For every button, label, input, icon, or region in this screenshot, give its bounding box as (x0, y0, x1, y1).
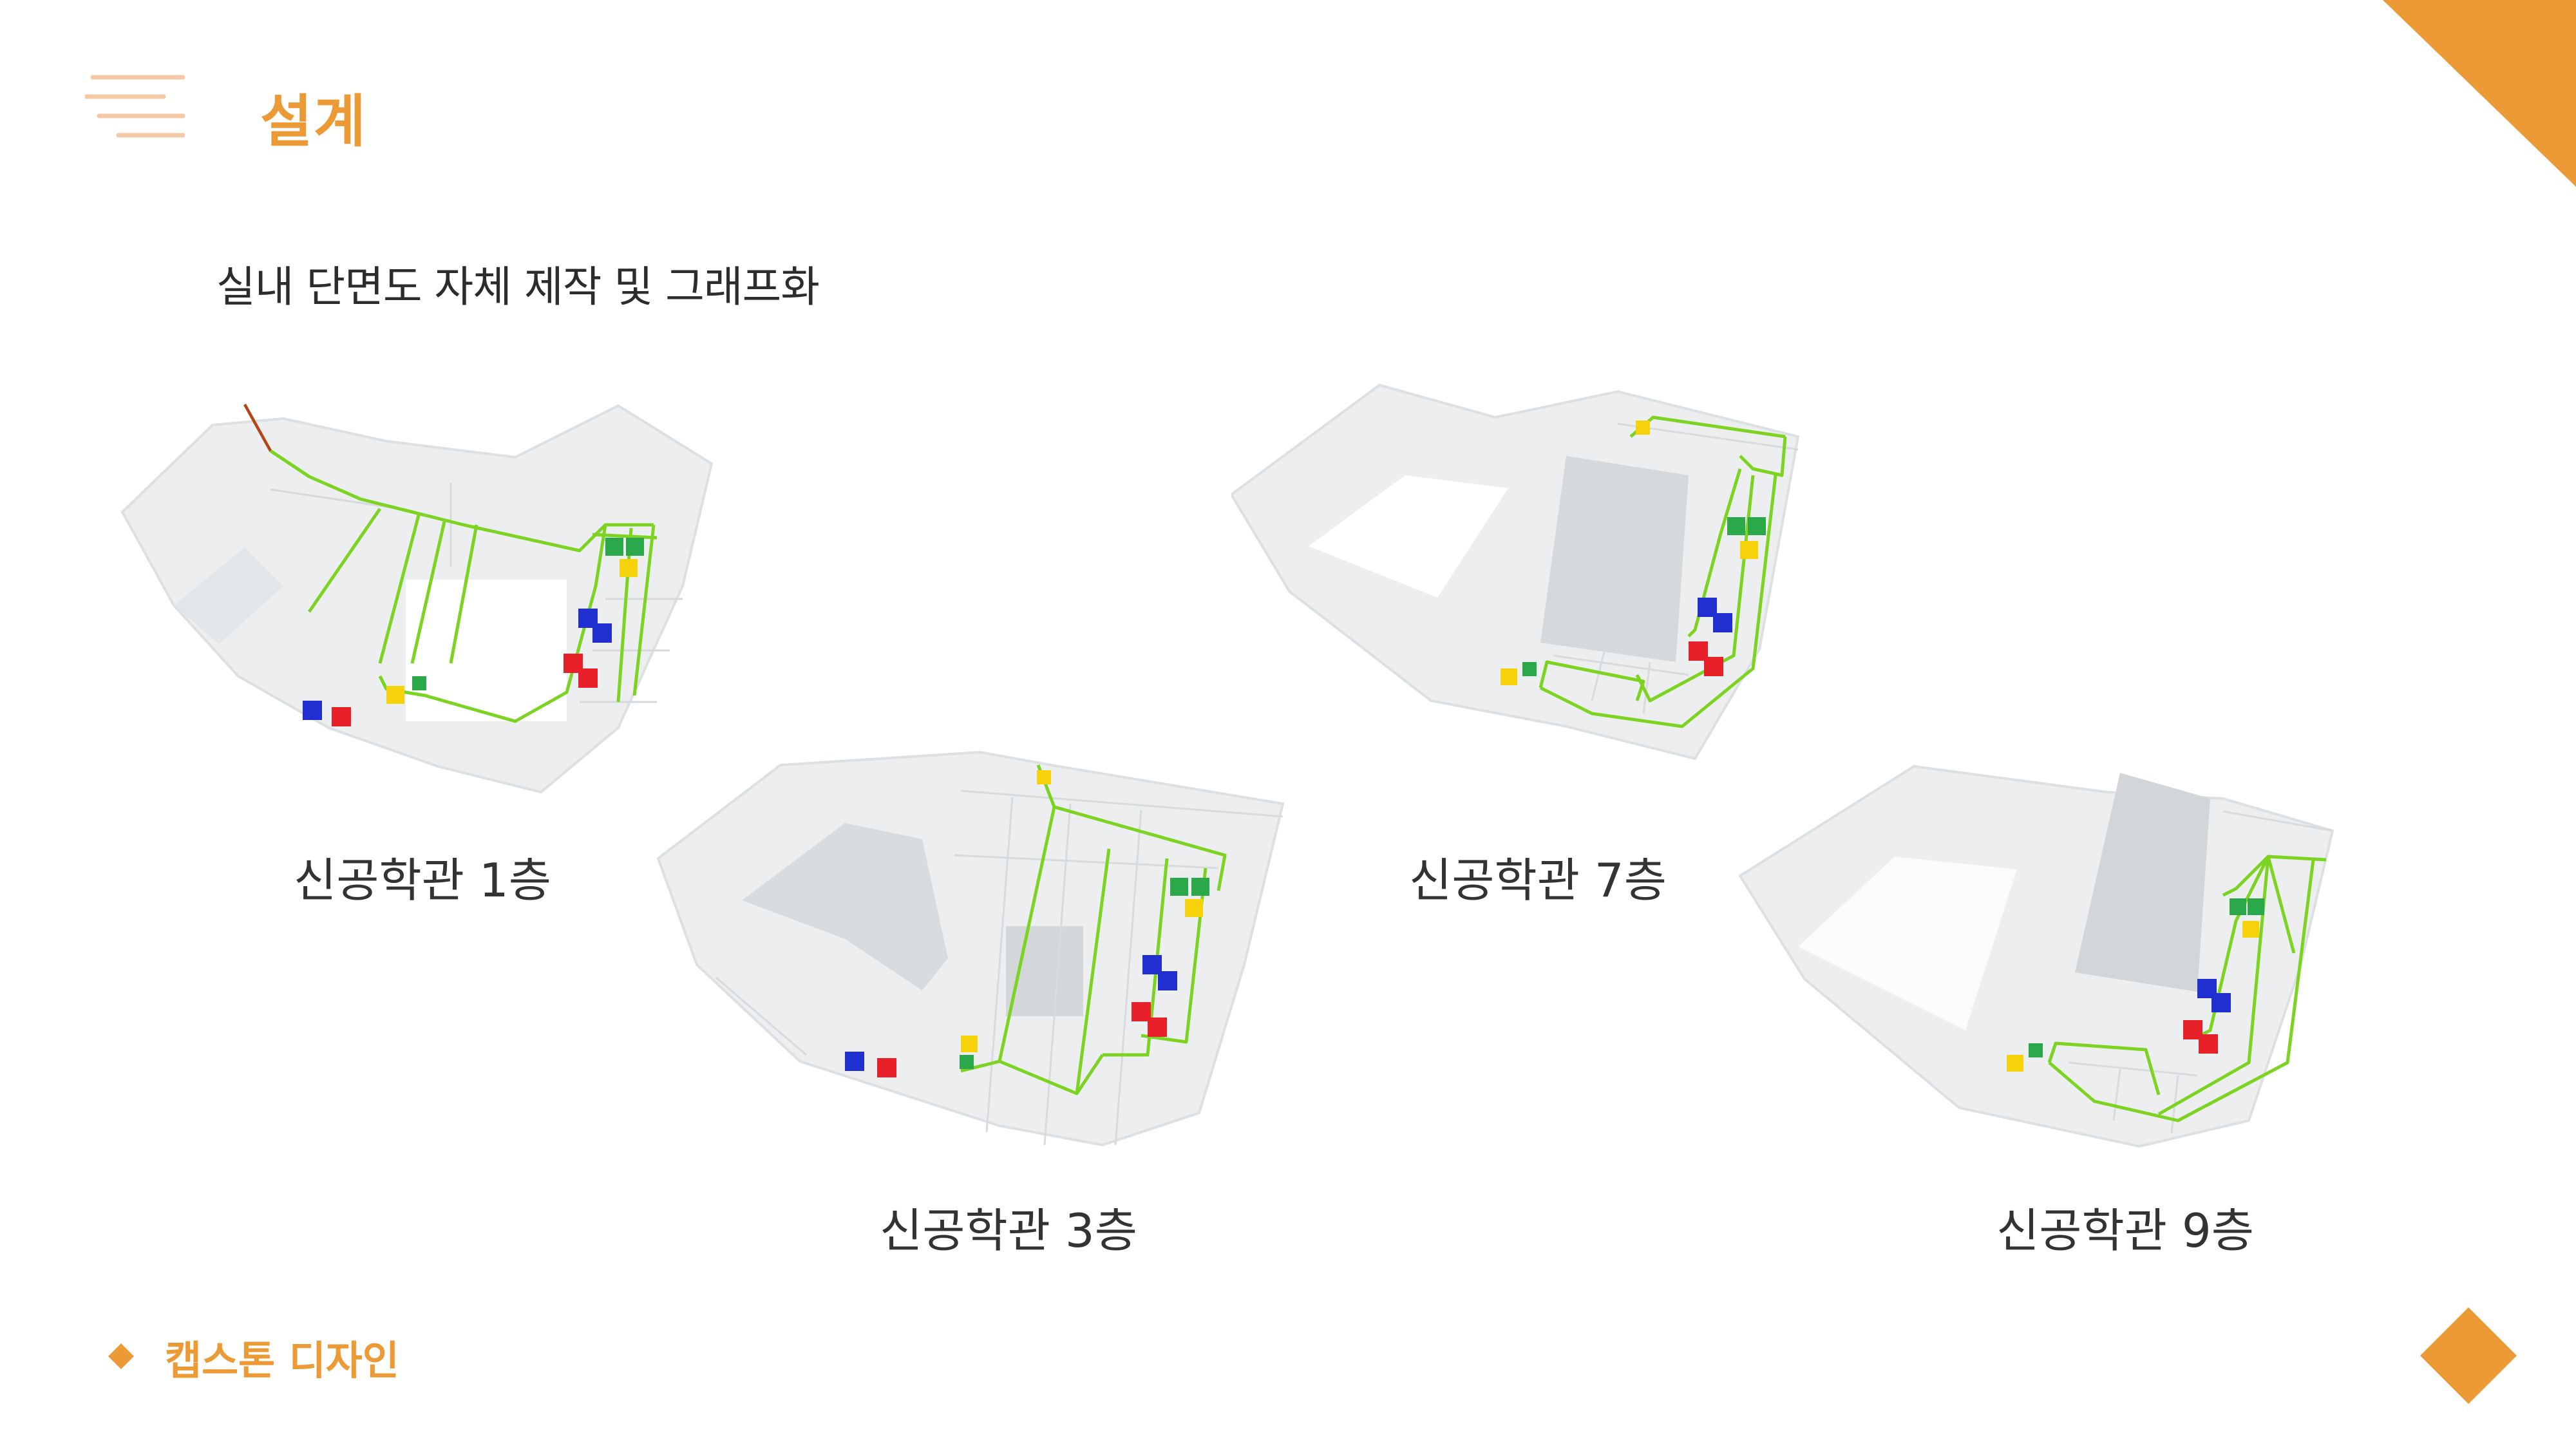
floor-plan-9 (1734, 760, 2339, 1159)
stairs-icon (1037, 770, 1051, 784)
stairs-icon (1636, 421, 1650, 435)
stairs-icon (2242, 921, 2259, 938)
men-restroom-icon (1713, 613, 1732, 632)
emergency-exit-icon (412, 538, 644, 690)
floor-plan-7 (1231, 379, 1837, 791)
emergency-exit-icon (2029, 1043, 2043, 1057)
men-restroom-icon (303, 609, 612, 720)
floor-label-3: 신공학관 3층 (880, 1204, 1137, 1258)
floor-plan-3 (652, 733, 1289, 1151)
menu-lines-icon (85, 75, 185, 138)
stairs-icon (386, 559, 638, 704)
footer-label: 캡스톤 디자인 (165, 1337, 399, 1384)
diamond-corner-decoration (2420, 1307, 2517, 1404)
emergency-exit-icon (1522, 662, 1537, 676)
emergency-exit-icon (1727, 517, 1745, 535)
emergency-exit-icon (2230, 898, 2246, 915)
emergency-exit-icon (1191, 878, 1209, 896)
men-restroom-icon (845, 1052, 864, 1071)
women-restroom-icon (1148, 1018, 1167, 1037)
men-restroom-icon (2211, 993, 2231, 1012)
emergency-exit-icon (960, 1055, 974, 1069)
floor-label-1: 신공학관 1층 (294, 853, 551, 907)
stairs-icon (961, 1036, 978, 1052)
corner-decoration (2383, 0, 2576, 187)
women-restroom-icon (877, 1058, 896, 1077)
stairs-icon (1740, 541, 1758, 559)
slide-title: 설계 (260, 88, 367, 155)
floor-label-7: 신공학관 7층 (1409, 853, 1667, 907)
slide-subtitle: 실내 단면도 자체 제작 및 그래프화 (216, 262, 820, 312)
women-restroom-icon (1704, 657, 1723, 676)
stairs-icon (1185, 899, 1203, 917)
women-restroom-icon (2199, 1034, 2218, 1054)
stairs-icon (1501, 668, 1517, 685)
floor-label-9: 신공학관 9층 (1996, 1204, 2254, 1258)
floor-plan-1 (116, 393, 721, 805)
emergency-exit-icon (2248, 898, 2264, 915)
stairs-icon (2007, 1055, 2023, 1072)
men-restroom-icon (1158, 971, 1177, 990)
emergency-exit-icon (1170, 878, 1188, 896)
emergency-exit-icon (1748, 517, 1766, 535)
diamond-bullet-icon (108, 1343, 134, 1369)
women-restroom-icon (332, 654, 598, 726)
